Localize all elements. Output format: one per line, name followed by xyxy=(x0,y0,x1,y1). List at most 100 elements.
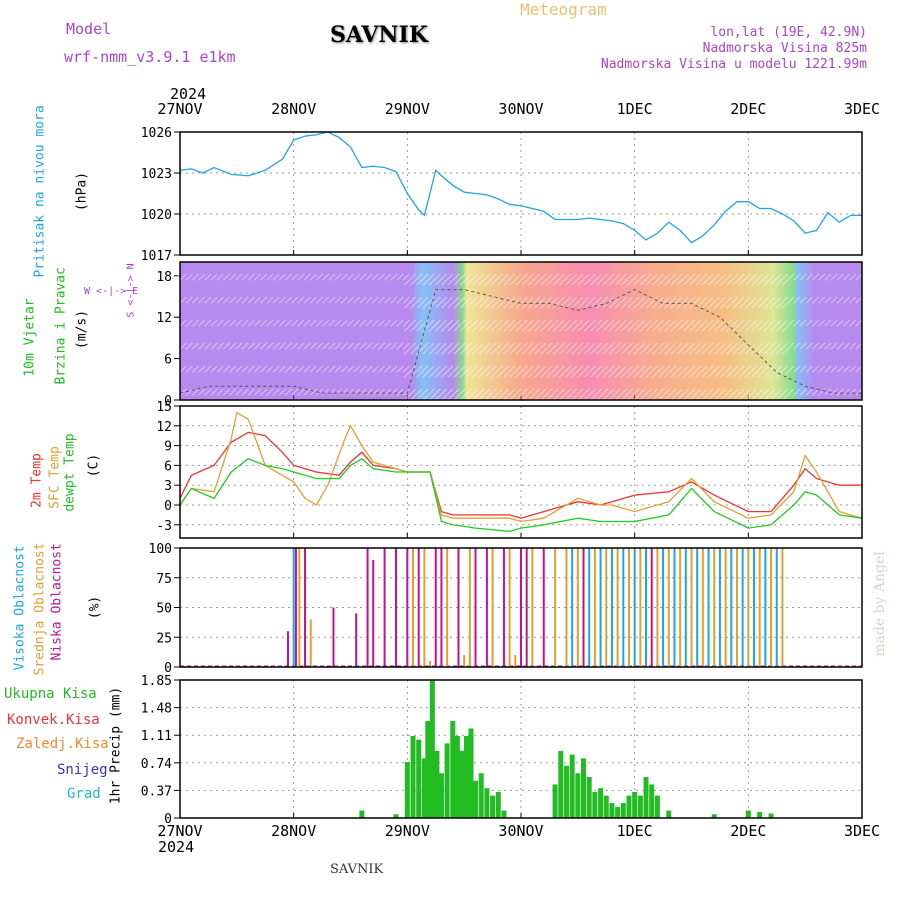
ytick-label: 0.37 xyxy=(141,784,172,799)
wind-barb xyxy=(652,296,664,309)
cloud-bar xyxy=(650,548,653,667)
ytick-label: 25 xyxy=(156,631,172,646)
cloud-bar xyxy=(294,548,297,667)
wind-barb xyxy=(855,319,863,327)
precip-bar xyxy=(459,750,465,818)
wind-barb xyxy=(179,388,187,396)
wind-barb xyxy=(484,342,497,355)
date-label-bottom: 1DEC xyxy=(617,822,653,840)
wind-barb xyxy=(229,319,237,327)
wind-barb xyxy=(608,365,621,378)
cloud-bar xyxy=(667,548,670,667)
precip-bar xyxy=(359,810,365,818)
wind-barb xyxy=(216,296,224,304)
wind-barb xyxy=(278,273,286,281)
precip-bar xyxy=(626,795,632,818)
wind-barb xyxy=(732,296,745,309)
wind-barb xyxy=(472,319,485,332)
wind-barb xyxy=(484,319,497,332)
wind-barb xyxy=(714,388,726,401)
wind-barb xyxy=(222,388,230,396)
wind-barb xyxy=(621,273,633,286)
wind-barb xyxy=(422,388,435,401)
wind-barb xyxy=(173,342,181,350)
wind-barb xyxy=(497,342,509,355)
wind-barb xyxy=(210,388,218,396)
wind-barb xyxy=(521,342,534,355)
precip-bar xyxy=(666,810,672,818)
cloud-bar xyxy=(645,548,648,667)
wind-barb xyxy=(466,319,478,332)
wind-barb xyxy=(185,342,193,350)
wind-barb xyxy=(346,296,354,304)
wind-barb xyxy=(521,388,534,401)
wind-barb xyxy=(559,273,571,286)
wind-barb xyxy=(658,388,671,401)
wind-barb xyxy=(478,365,491,378)
wind-barb xyxy=(410,273,423,286)
wind-barb xyxy=(404,296,416,309)
wind-barb xyxy=(559,388,571,401)
wind-barb xyxy=(818,388,826,396)
wind-barb xyxy=(546,342,559,355)
wind-barb xyxy=(503,388,516,401)
wind-barb xyxy=(365,388,373,396)
wind-barb xyxy=(596,296,609,309)
wind-barb xyxy=(855,342,863,350)
wind-barb xyxy=(658,296,671,309)
wind-barb xyxy=(497,388,509,401)
wind-barb xyxy=(627,273,640,286)
wind-barb xyxy=(490,365,503,378)
wind-barb xyxy=(353,342,361,350)
wind-barb xyxy=(769,342,782,355)
year-bottom: 2024 xyxy=(158,838,195,856)
wind-barb xyxy=(472,365,485,378)
wind-barb xyxy=(676,342,689,355)
wind-barb xyxy=(447,273,460,286)
elevation-label: Nadmorska Visina 825m xyxy=(702,41,867,56)
precip-bar xyxy=(768,813,774,818)
wind-barb xyxy=(805,365,813,373)
lonlat-label: lon,lat (19E, 42.9N) xyxy=(710,25,867,40)
wind-barb xyxy=(515,319,528,332)
wind-barb xyxy=(390,319,398,327)
wind-barb xyxy=(365,273,373,281)
wind-barb xyxy=(241,319,249,327)
wind-barb xyxy=(583,319,596,332)
wind-barb xyxy=(714,365,726,378)
wind-barb xyxy=(515,273,528,286)
wind-barb xyxy=(683,273,695,286)
wind-barb xyxy=(303,273,311,281)
wind-barb xyxy=(751,273,764,286)
wind-barb xyxy=(757,365,770,378)
wind-barb xyxy=(565,342,578,355)
wind-barb xyxy=(751,342,764,355)
cloud-bar xyxy=(781,548,784,667)
wind-barb xyxy=(645,273,658,286)
wind-barb xyxy=(297,388,305,396)
wind-barb xyxy=(359,342,367,350)
wind-barb xyxy=(334,319,342,327)
cloud-bar xyxy=(707,548,710,667)
wind-barb xyxy=(466,388,478,401)
wind-barb xyxy=(818,342,826,350)
wind-barb xyxy=(459,342,472,355)
wind-barb xyxy=(540,342,553,355)
wind-barb xyxy=(627,342,640,355)
wind-barb xyxy=(799,319,807,327)
wind-barb xyxy=(757,319,770,332)
wind-barb xyxy=(552,365,565,378)
wind-barb xyxy=(732,319,745,332)
wind-barb xyxy=(652,365,664,378)
cloud-bar xyxy=(446,548,449,667)
cloud-bar xyxy=(508,548,511,667)
wind-barb xyxy=(552,273,565,286)
wind-barb xyxy=(284,296,292,304)
cloud-bar xyxy=(616,548,619,667)
wind-barb xyxy=(322,273,330,281)
wind-barb xyxy=(497,365,509,378)
wind-barb xyxy=(633,319,646,332)
precip-bar xyxy=(637,795,643,818)
wind-barb xyxy=(614,388,627,401)
wind-barb xyxy=(359,273,367,281)
